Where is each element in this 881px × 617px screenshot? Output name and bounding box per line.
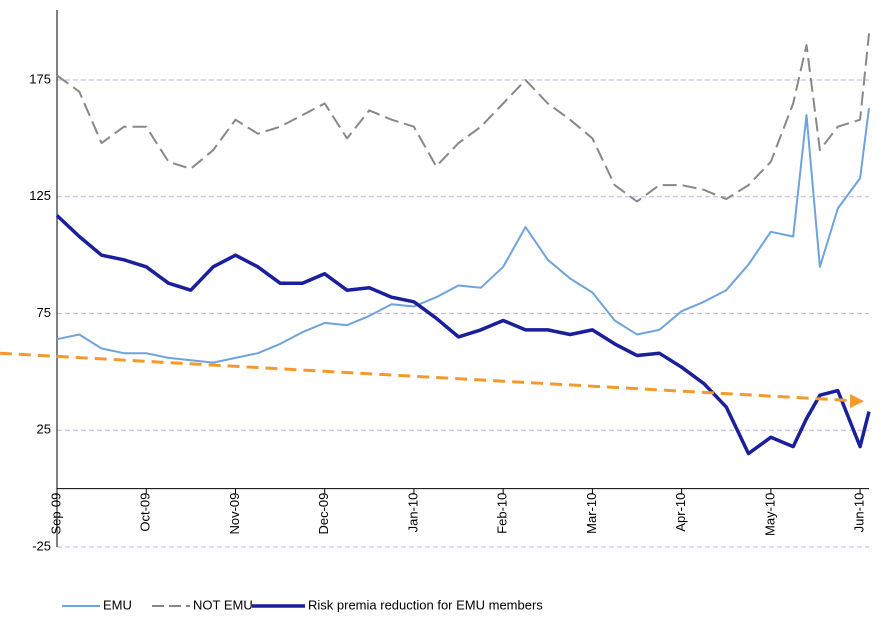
series-line [56, 33, 870, 203]
x-tick-label: Sep-09 [48, 493, 63, 535]
x-tick-label: Feb-10 [495, 493, 510, 534]
y-tick-label: 125 [29, 188, 51, 203]
legend-label: NOT EMU [193, 597, 253, 612]
x-tick-label: Apr-10 [673, 493, 688, 532]
trend-arrowhead [850, 394, 865, 409]
x-tick-label: Jan-10 [405, 493, 420, 533]
legend-label: Risk premia reduction for EMU members [308, 597, 543, 612]
x-tick-label: Nov-09 [227, 493, 242, 535]
y-tick-label: 75 [37, 305, 51, 320]
series-line [55, 214, 871, 456]
trend-line [0, 351, 851, 403]
x-tick-label: Jun-10 [852, 493, 867, 533]
legend-label: EMU [103, 597, 132, 612]
y-tick-label: 175 [29, 71, 51, 86]
x-tick-label: Mar-10 [584, 493, 599, 534]
y-tick-label: -25 [32, 538, 51, 553]
x-tick-label: May-10 [762, 493, 777, 536]
x-tick-label: Oct-09 [138, 493, 153, 532]
x-tick-label: Dec-09 [316, 493, 331, 535]
series-line [56, 107, 870, 364]
y-tick-label: 25 [37, 422, 51, 437]
